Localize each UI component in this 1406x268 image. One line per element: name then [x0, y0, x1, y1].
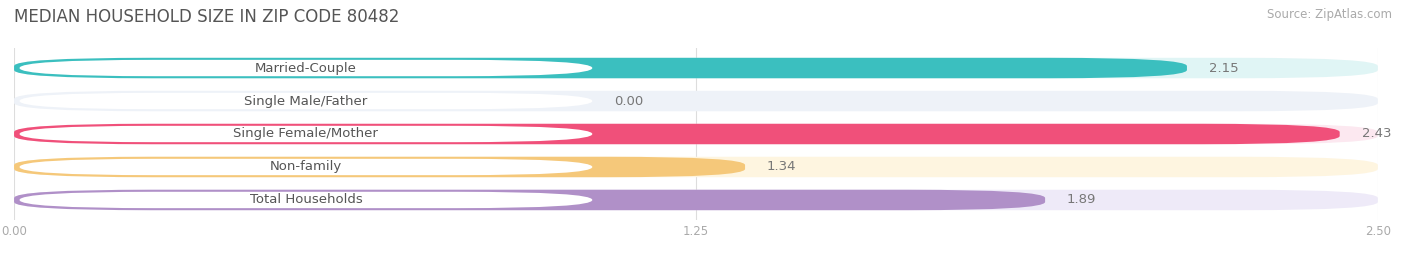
Text: 0.00: 0.00: [614, 95, 644, 107]
FancyBboxPatch shape: [20, 60, 592, 76]
FancyBboxPatch shape: [14, 157, 745, 177]
Text: 2.43: 2.43: [1361, 128, 1391, 140]
Text: Single Female/Mother: Single Female/Mother: [233, 128, 378, 140]
Text: Source: ZipAtlas.com: Source: ZipAtlas.com: [1267, 8, 1392, 21]
Text: Non-family: Non-family: [270, 161, 342, 173]
Text: MEDIAN HOUSEHOLD SIZE IN ZIP CODE 80482: MEDIAN HOUSEHOLD SIZE IN ZIP CODE 80482: [14, 8, 399, 26]
FancyBboxPatch shape: [14, 190, 1045, 210]
FancyBboxPatch shape: [20, 126, 592, 142]
FancyBboxPatch shape: [14, 58, 1378, 78]
Text: Total Households: Total Households: [249, 193, 363, 206]
Text: 1.34: 1.34: [766, 161, 796, 173]
Text: Married-Couple: Married-Couple: [254, 62, 357, 75]
FancyBboxPatch shape: [20, 192, 592, 208]
Text: 1.89: 1.89: [1067, 193, 1097, 206]
FancyBboxPatch shape: [20, 159, 592, 175]
Text: Single Male/Father: Single Male/Father: [245, 95, 367, 107]
FancyBboxPatch shape: [14, 91, 1378, 111]
FancyBboxPatch shape: [14, 124, 1340, 144]
FancyBboxPatch shape: [14, 157, 1378, 177]
FancyBboxPatch shape: [14, 124, 1378, 144]
FancyBboxPatch shape: [20, 93, 592, 109]
FancyBboxPatch shape: [14, 190, 1378, 210]
Text: 2.15: 2.15: [1209, 62, 1239, 75]
FancyBboxPatch shape: [14, 58, 1187, 78]
